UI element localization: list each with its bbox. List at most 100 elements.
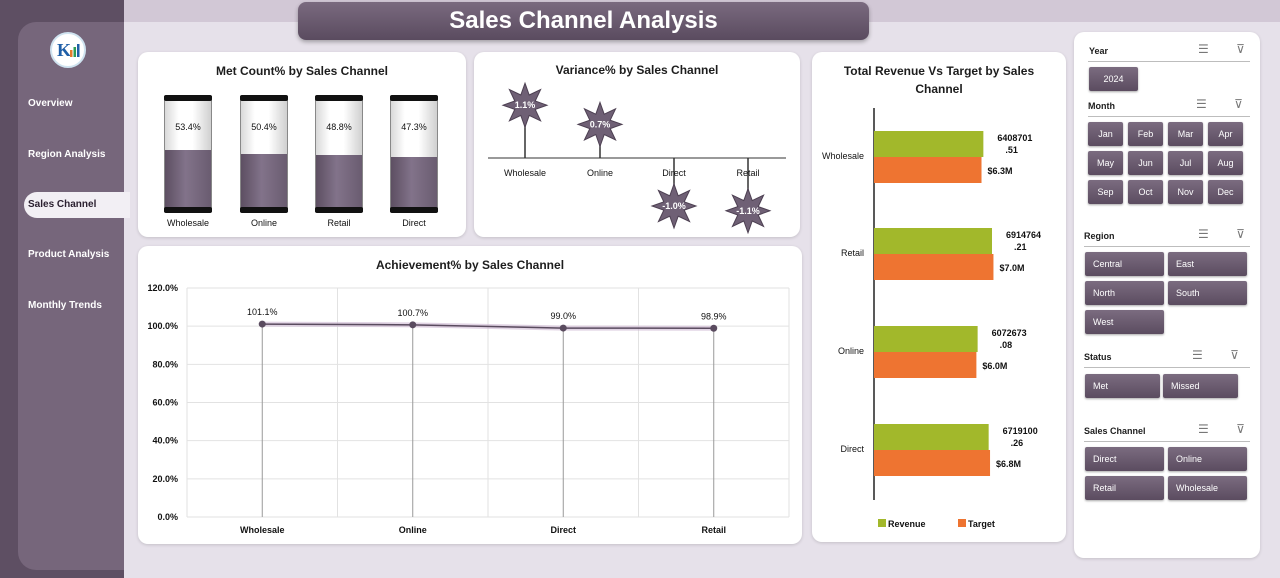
bar-cap [164, 95, 212, 101]
category-label: Online [838, 346, 864, 356]
category-label: Wholesale [166, 218, 210, 228]
achievement-chart: 0.0% 20.0% 40.0% 60.0% 80.0% 100.0% 120.0% 101.… [147, 283, 790, 535]
month-slicer-button[interactable]: Jun [1128, 151, 1163, 175]
month-slicer-button[interactable]: Mar [1168, 122, 1203, 146]
variance-chart: 1.1% Wholesale 0.7% Online -1.0% Direct -1.1% R… [488, 81, 786, 235]
category-label: Online [587, 168, 613, 178]
status-slicer-button[interactable]: Met [1085, 374, 1160, 398]
variance-value-label: -1.0% [662, 201, 686, 211]
company-logo: K [50, 32, 86, 68]
achievement-line [262, 323, 714, 330]
bar-value-label: $7.0M [999, 263, 1024, 273]
met-count-bar: 53.4% [164, 95, 212, 213]
category-label: Wholesale [822, 151, 864, 161]
met-count-bar: 47.3% [390, 95, 438, 213]
bar-value-label: 50.4% [251, 122, 277, 132]
status-slicer-button[interactable]: Missed [1163, 374, 1238, 398]
variance-value-label: 1.1% [515, 100, 536, 110]
bar-cap [390, 207, 438, 213]
category-label: Direct [402, 218, 426, 228]
revenue-target-card: Total Revenue Vs Target by Sales Channel… [812, 52, 1066, 542]
achievement-title: Achievement% by Sales Channel [375, 258, 565, 272]
month-slicer-button[interactable]: Sep [1088, 180, 1123, 204]
month-slicer-button[interactable]: Jan [1088, 122, 1123, 146]
met-count-bar: 48.8% [315, 95, 363, 213]
nav-monthly-trends[interactable]: Monthly Trends [28, 300, 102, 311]
channel-slicer-button[interactable]: Online [1168, 447, 1247, 471]
bar-cap [315, 207, 363, 213]
divider [1084, 367, 1250, 368]
revenue-target-bar [874, 326, 978, 352]
year-slicer-button[interactable]: 2024 [1089, 67, 1138, 91]
category-label: Wholesale [240, 525, 285, 535]
nav-region-analysis[interactable]: Region Analysis [28, 149, 106, 160]
y-tick-label: 20.0% [152, 474, 178, 484]
nav-product-analysis[interactable]: Product Analysis [28, 249, 110, 260]
month-slicer-button[interactable]: Feb [1128, 122, 1163, 146]
nav-sales-channel[interactable]: Sales Channel [24, 192, 130, 218]
region-slicer-button[interactable]: South [1168, 281, 1247, 305]
year-slicer-title: Year [1089, 46, 1109, 56]
variance-star [501, 81, 549, 129]
bar-fill [241, 153, 287, 212]
filter-icon[interactable]: ☰ ⊽ [1192, 348, 1251, 362]
met-count-bar: 50.4% [240, 95, 288, 213]
variance-star [724, 187, 772, 235]
bar-value-label: .51 [1005, 145, 1018, 155]
month-slicer-button[interactable]: Jul [1168, 151, 1203, 175]
y-tick-label: 0.0% [157, 512, 178, 522]
region-slicer-button[interactable]: East [1168, 252, 1247, 276]
variance-value-label: -1.1% [736, 206, 760, 216]
met-count-card: Met Count% by Sales Channel 53.4% Wholesa… [138, 52, 466, 237]
bar-value-label: $6.8M [996, 459, 1021, 469]
region-slicer-title: Region [1084, 231, 1115, 241]
revenue-target-bar [874, 254, 994, 280]
month-slicer-button[interactable]: Dec [1208, 180, 1243, 204]
category-label: Direct [550, 525, 576, 535]
bar-cap [240, 207, 288, 213]
channel-slicer-button[interactable]: Wholesale [1168, 476, 1247, 500]
bar-value-label: .08 [1000, 340, 1013, 350]
revenue-target-bar [874, 352, 977, 378]
region-slicer-button[interactable]: Central [1085, 252, 1164, 276]
bar-cap [240, 95, 288, 101]
bar-cap [390, 95, 438, 101]
month-slicer-button[interactable]: Apr [1208, 122, 1243, 146]
clear-filter-icon[interactable]: ☰ ⊽ [1196, 97, 1255, 111]
divider [1084, 441, 1250, 442]
channel-slicer-button[interactable]: Retail [1085, 476, 1164, 500]
achievement-value-label: 99.0% [550, 311, 576, 321]
channel-slicer-button[interactable]: Direct [1085, 447, 1164, 471]
variance-value-label: 0.7% [590, 119, 611, 129]
multi-select-icon[interactable]: ☰ ⊽ [1198, 42, 1257, 56]
region-slicer-button[interactable]: West [1085, 310, 1164, 334]
svg-text:K: K [57, 40, 71, 60]
month-slicer-button[interactable]: Oct [1128, 180, 1163, 204]
y-tick-label: 120.0% [147, 283, 178, 293]
bar-fill [165, 150, 211, 212]
bar-value-label: .26 [1011, 438, 1024, 448]
revenue-target-bar [874, 131, 984, 157]
bar-value-label: 6914764 [1006, 230, 1041, 240]
met-count-title: Met Count% by Sales Channel [215, 64, 389, 78]
month-slicer-button[interactable]: Nov [1168, 180, 1203, 204]
achievement-point [409, 321, 417, 329]
channel-slicer-title: Sales Channel [1084, 426, 1146, 436]
month-slicer-button[interactable]: Aug [1208, 151, 1243, 175]
divider [1088, 116, 1250, 117]
filter-icon[interactable]: ☰ ⊽ [1198, 422, 1257, 436]
bar-value-label: 6072673 [992, 328, 1027, 338]
month-slicer-button[interactable]: May [1088, 151, 1123, 175]
bar-value-label: $6.3M [988, 166, 1013, 176]
filter-icon[interactable]: ☰ ⊽ [1198, 227, 1257, 241]
nav-overview[interactable]: Overview [28, 98, 73, 109]
bar-value-label: 53.4% [175, 122, 201, 132]
y-tick-label: 40.0% [152, 436, 178, 446]
sidebar: K Overview Region Analysis Sales Channel… [18, 22, 130, 570]
achievement-point [258, 320, 266, 328]
revenue-target-bar [874, 424, 989, 450]
bar-fill [391, 157, 437, 212]
variance-star [576, 100, 624, 148]
bar-cap [315, 95, 363, 101]
region-slicer-button[interactable]: North [1085, 281, 1164, 305]
